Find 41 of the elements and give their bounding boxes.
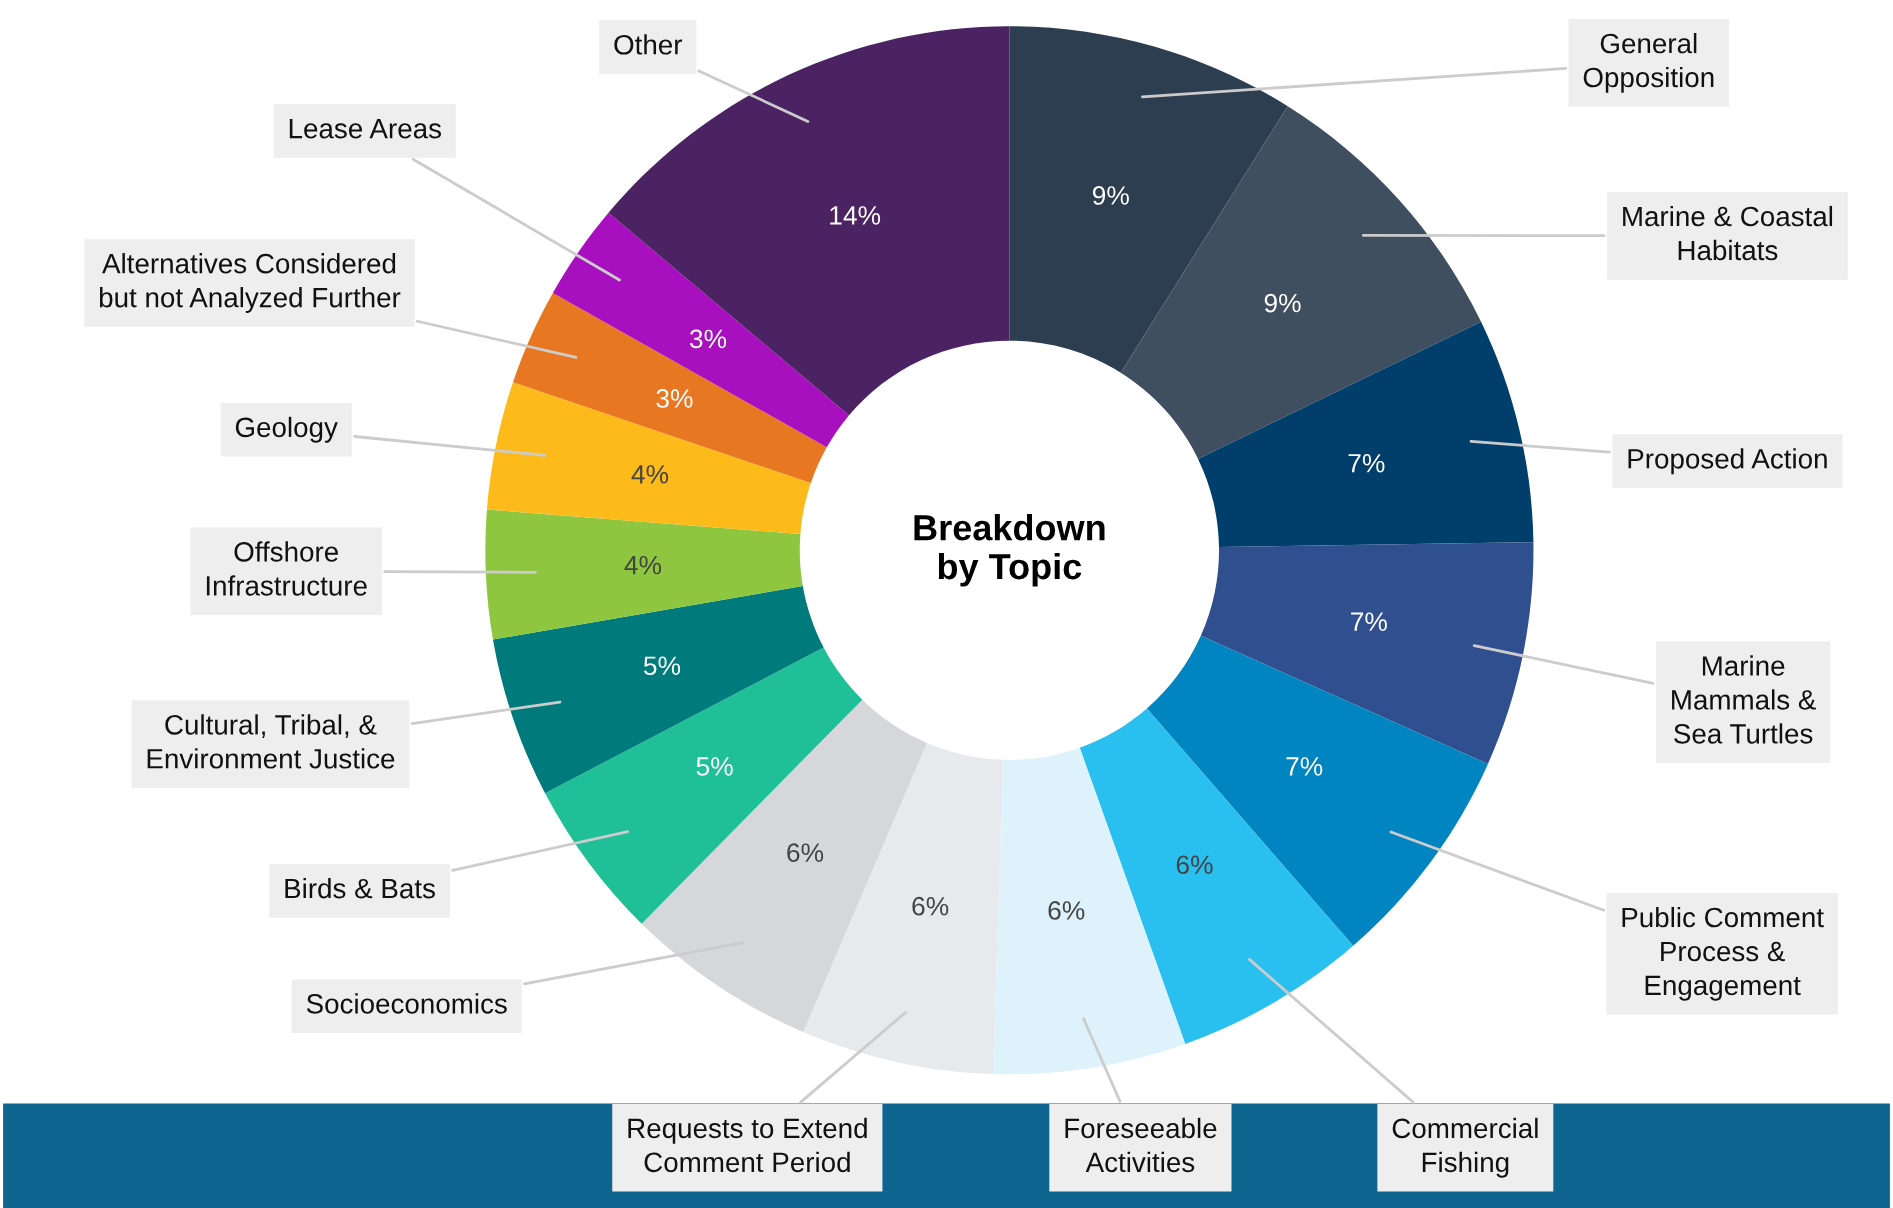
data-label: 6% — [787, 843, 824, 862]
slice-label: Alternatives Considered but not Analyzed Further — [99, 253, 401, 313]
data-label: 5% — [643, 656, 681, 676]
donut-slice — [1146, 635, 1488, 946]
slice-label: Cultural, Tribal, & Environment Justice — [147, 714, 395, 769]
slice-label: Socioeconomics — [306, 993, 507, 1014]
slice-label: Lease Areas — [289, 119, 441, 139]
donut-slice — [608, 26, 1010, 416]
data-label: 7% — [1351, 612, 1387, 631]
data-label: 4% — [624, 555, 662, 575]
slice-label: Requests to Extend Comment Period — [628, 1117, 867, 1173]
donut-slice — [1198, 321, 1534, 548]
slice-label: Proposed Action — [1628, 448, 1827, 475]
donut-slice — [545, 647, 863, 924]
slice-label: Birds & Bats — [285, 877, 435, 899]
slice-label: Foreseeable Activities — [1065, 1117, 1217, 1173]
data-label: 6% — [912, 896, 949, 916]
data-label: 7% — [1348, 453, 1385, 473]
data-label: 14% — [830, 206, 881, 225]
slice-label: Marine Mammals & Sea Turtles — [1672, 655, 1816, 744]
data-label: 3% — [656, 389, 693, 408]
slice-label: Geology — [235, 416, 338, 443]
data-label: 4% — [631, 465, 669, 484]
slice-label: General Opposition — [1583, 32, 1714, 93]
donut-slice — [513, 292, 827, 484]
donut-slice — [486, 382, 811, 534]
text: Breakdown by Topic — [914, 514, 1105, 587]
data-label: 3% — [689, 329, 727, 349]
data-label: 5% — [696, 757, 733, 776]
donut-slice — [492, 585, 824, 794]
data-label: 9% — [1092, 186, 1129, 205]
data-label: 6% — [1048, 901, 1085, 920]
slice-label: Public Comment Process & Engagement — [1622, 906, 1824, 1001]
slice-label: Marine & Coastal Habitats — [1623, 205, 1833, 261]
donut-slice — [485, 509, 803, 640]
data-label: 7% — [1286, 757, 1323, 776]
slice-label: Other — [614, 34, 683, 55]
slice-label: Offshore Infrastructure — [206, 541, 367, 596]
data-label: 6% — [1176, 855, 1213, 875]
data-label: 9% — [1264, 293, 1301, 313]
slice-label: Commercial Fishing — [1392, 1117, 1538, 1178]
